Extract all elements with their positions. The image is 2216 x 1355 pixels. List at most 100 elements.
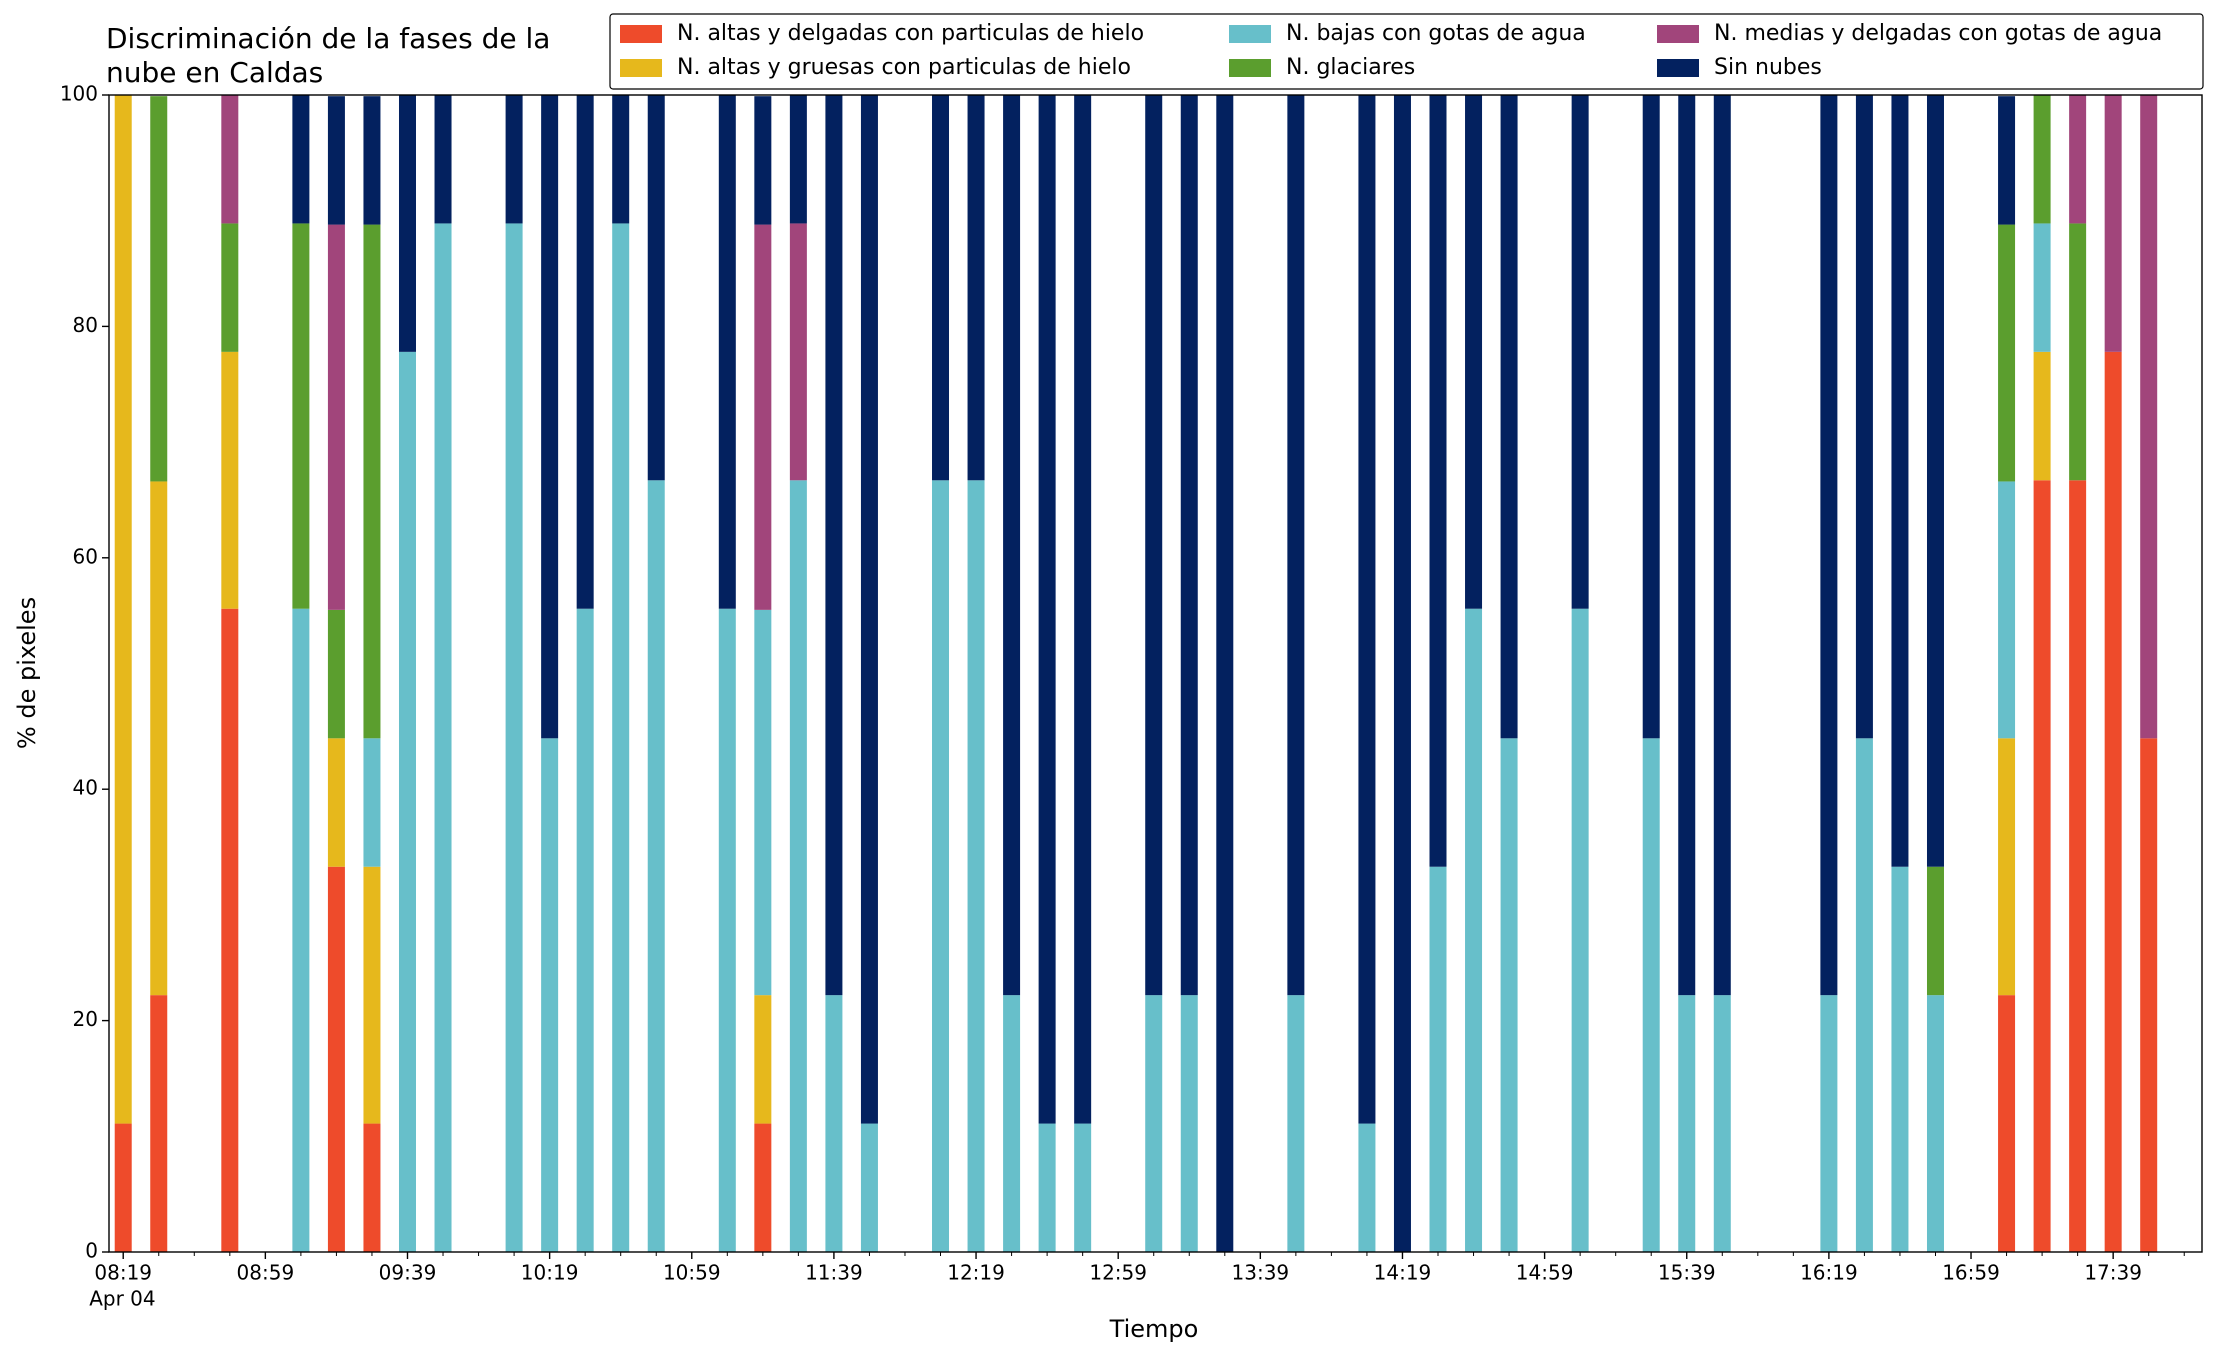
bar-segment [825, 95, 843, 996]
bar-segment [576, 608, 594, 1252]
bar-segment [1429, 866, 1447, 1252]
legend-swatch [620, 59, 662, 77]
bar-segment [327, 738, 345, 867]
legend-label: N. medias y delgadas con gotas de agua [1714, 21, 2162, 46]
x-tick-label: 15:39 [1658, 1261, 1716, 1285]
bar-segment [1998, 995, 2016, 1252]
bar-segment [114, 1123, 132, 1252]
bar-segment [1500, 738, 1518, 1252]
bar-segment [754, 96, 772, 225]
legend-swatch [1229, 25, 1271, 43]
legend-swatch [1657, 59, 1699, 77]
bar-segment [1287, 995, 1305, 1252]
x-tick-label: 16:19 [1800, 1261, 1858, 1285]
bar-segment [2140, 738, 2158, 1252]
bar-segment [1926, 95, 1944, 867]
plot-frame [108, 94, 2203, 1253]
bar-segment [363, 1123, 381, 1252]
bar-segment [612, 223, 630, 1252]
chart-title: Discriminación de la fases de la [106, 22, 550, 55]
legend-label: N. altas y gruesas con particulas de hie… [677, 55, 1131, 80]
x-tick-label: 08:59 [237, 1261, 295, 1285]
bar-segment [1926, 995, 1944, 1252]
bar-segment [1180, 95, 1198, 996]
bar-segment [434, 223, 452, 1252]
bar-segment [541, 95, 559, 739]
bar-segment [292, 223, 310, 609]
bar-segment [789, 223, 807, 481]
y-tick-label: 60 [73, 544, 98, 568]
bar-segment [1358, 1123, 1376, 1252]
bar-segment [398, 351, 416, 1252]
bar-segment [541, 738, 559, 1252]
x-tick-label: 14:19 [1374, 1261, 1432, 1285]
legend-box [609, 13, 2204, 90]
bar-segment [150, 481, 168, 996]
chart-title: nube en Caldas [106, 56, 323, 89]
bar-segment [612, 95, 630, 224]
bar-segment [2104, 351, 2122, 1252]
bar-segment [1287, 95, 1305, 996]
bar-segment [2033, 95, 2051, 224]
bar-segment [1145, 95, 1163, 996]
bar-segment [718, 608, 736, 1252]
x-tick-label: 11:39 [805, 1261, 863, 1285]
bar-segment [1074, 1123, 1092, 1252]
x-tick-label: 17:39 [2084, 1261, 2142, 1285]
x-tick-label: 08:19 [94, 1261, 152, 1285]
y-axis-label: % de pixeles [13, 597, 41, 749]
bar-segment [505, 95, 523, 224]
bar-segment [505, 223, 523, 1252]
bar-segment [221, 95, 239, 224]
bar-segment [1500, 95, 1518, 739]
legend-label: N. glaciares [1286, 55, 1415, 80]
bar-segment [1998, 96, 2016, 225]
bar-segment [363, 738, 381, 867]
bar-segment [754, 1123, 772, 1252]
bar-segment [754, 609, 772, 996]
bar-segment [967, 95, 985, 481]
bar-segment [967, 480, 985, 1252]
bar-segment [789, 95, 807, 224]
bar-segment [932, 480, 950, 1252]
x-tick-label: 10:59 [663, 1261, 721, 1285]
x-axis-label: Tiempo [1109, 1315, 1199, 1343]
x-tick-label: 10:19 [521, 1261, 579, 1285]
legend-label: N. altas y delgadas con particulas de hi… [677, 21, 1144, 46]
bar-segment [292, 95, 310, 224]
bar-segment [327, 866, 345, 1252]
bar-segment [1393, 95, 1411, 1252]
bar-segment [1465, 608, 1483, 1252]
bar-segment [1820, 995, 1838, 1252]
bar-segment [1891, 95, 1909, 867]
bar-segment [1642, 95, 1660, 739]
bar-segment [1855, 95, 1873, 739]
bar-segment [1038, 95, 1056, 1124]
bar-segment [292, 608, 310, 1252]
bar-segment [1998, 738, 2016, 996]
bar-segment [2069, 480, 2087, 1252]
bar-segment [825, 995, 843, 1252]
bar-segment [1820, 95, 1838, 996]
bar-segment [647, 95, 665, 481]
bar-segment [1571, 95, 1589, 609]
bar-segment [114, 95, 132, 1124]
bar-segment [2104, 95, 2122, 352]
y-tick-label: 0 [85, 1239, 98, 1263]
bar-segment [363, 224, 381, 739]
x-tick-sublabel: Apr 04 [89, 1287, 155, 1311]
bar-segment [2033, 351, 2051, 481]
bar-segment [1678, 995, 1696, 1252]
bar-segment [1678, 95, 1696, 996]
bar-segment [1358, 95, 1376, 1124]
bar-segment [1998, 224, 2016, 482]
bar-segment [2033, 480, 2051, 1252]
legend-swatch [620, 25, 662, 43]
legend-swatch [1229, 59, 1271, 77]
bar-segment [1571, 608, 1589, 1252]
bar-segment [327, 609, 345, 739]
y-tick-label: 20 [73, 1007, 98, 1031]
legend-label: Sin nubes [1714, 55, 1822, 80]
bar-segment [2140, 95, 2158, 739]
